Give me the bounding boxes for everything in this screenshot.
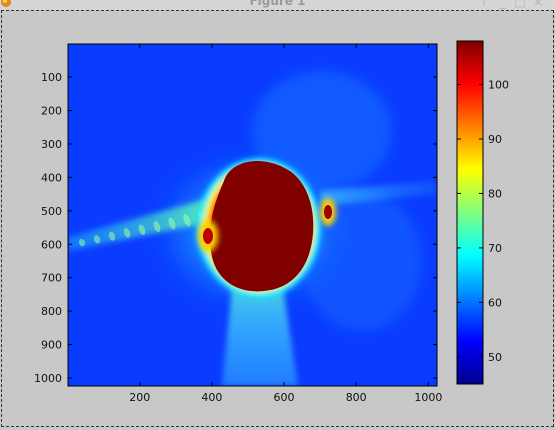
right-streak	[320, 181, 437, 206]
colorbar-tick-label: 100	[488, 79, 509, 92]
fringe-blob	[93, 235, 101, 244]
colorbar[interactable]: 50 60 70 80 90 100	[456, 40, 509, 385]
y-tick-label: 800	[41, 305, 62, 318]
fringe-pattern	[78, 210, 206, 247]
colorbar-tick-label: 80	[488, 187, 502, 200]
y-tick-label: 1000	[34, 372, 62, 385]
heatmap-figure[interactable]: 200 400 600 800 1000 100 200 300 400 500 600 700 80…	[2, 11, 553, 426]
x-tick-label: 1000	[414, 391, 442, 404]
x-axis: 200 400 600 800 1000	[129, 44, 442, 404]
y-tick-label: 700	[41, 272, 62, 285]
plot-axes-box	[67, 43, 438, 387]
y-tick-label: 400	[41, 171, 62, 184]
right-side-lobe	[324, 205, 332, 219]
x-tick-label: 200	[129, 391, 150, 404]
figure-canvas: 200 400 600 800 1000 100 200 300 400 500 600 700 80…	[1, 10, 554, 427]
y-tick-label: 500	[41, 205, 62, 218]
colorbar-tick-label: 60	[488, 296, 502, 309]
y-axis: 100 200 300 400 500 600 700 800 900 1000	[34, 71, 437, 385]
y-tick-label: 300	[41, 138, 62, 151]
fringe-blob	[123, 228, 131, 238]
bottom-streak	[222, 269, 298, 386]
fringe-blob	[153, 221, 161, 233]
y-tick-label: 900	[41, 339, 62, 352]
fringe-blob	[138, 224, 146, 235]
close-button[interactable]: ×	[532, 0, 544, 9]
fringe-blob	[108, 231, 116, 241]
left-streak	[68, 199, 207, 251]
colorbar-axis: 50 60 70 80 90 100	[457, 79, 509, 364]
up-arrow-button[interactable]: ↑	[478, 0, 490, 9]
maximize-button[interactable]: □	[514, 0, 526, 9]
heatmap-image[interactable]	[68, 44, 437, 386]
title-bar: Figure 1 ↑ _ □ ×	[0, 0, 555, 10]
x-tick-label: 600	[274, 391, 295, 404]
y-tick-label: 100	[41, 71, 62, 84]
fringe-blob	[168, 217, 176, 230]
window-title: Figure 1	[249, 0, 306, 8]
fringe-blob	[78, 238, 86, 247]
minimize-button[interactable]: _	[500, 0, 506, 9]
left-side-lobe	[203, 228, 213, 244]
fringe-blob	[183, 213, 191, 227]
y-tick-label: 600	[41, 238, 62, 251]
app-icon	[1, 0, 11, 7]
colorbar-tick-label: 50	[488, 351, 502, 364]
x-tick-label: 400	[201, 391, 222, 404]
saturated-spot[interactable]	[210, 160, 314, 292]
colorbar-tick-label: 90	[488, 133, 502, 146]
colorbar-tick-label: 70	[488, 242, 502, 255]
x-tick-label: 800	[346, 391, 367, 404]
colorbar-gradient	[456, 40, 484, 385]
y-tick-label: 200	[41, 105, 62, 118]
